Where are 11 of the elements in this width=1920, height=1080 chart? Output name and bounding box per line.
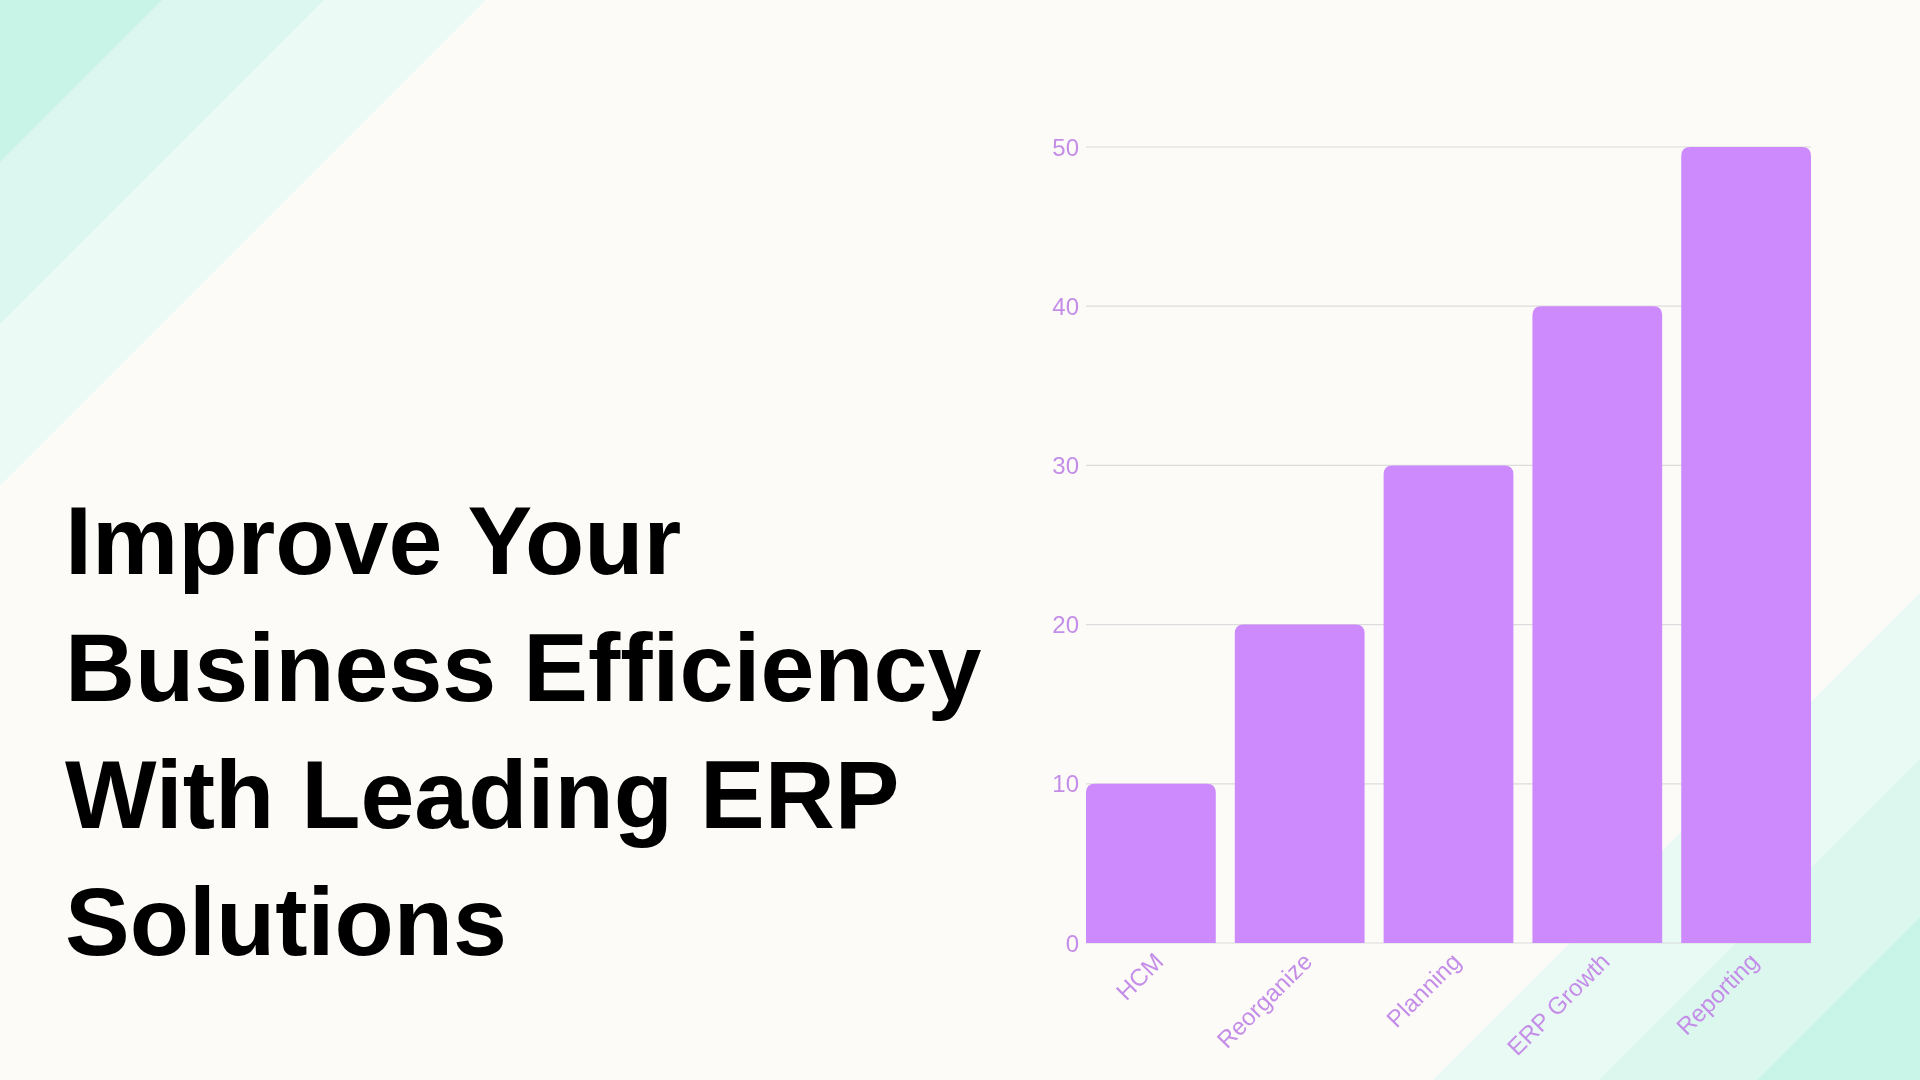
y-tick-label: 20 (1052, 611, 1079, 639)
y-tick-label: 40 (1052, 292, 1079, 320)
y-tick-label: 10 (1052, 770, 1079, 798)
bar (1532, 306, 1663, 943)
text: Improve Your Business Efficiency With Leading ERP Solutions (65, 486, 982, 976)
bar (1383, 465, 1514, 943)
bar (1234, 624, 1365, 943)
bar (1086, 783, 1216, 943)
y-tick-label: 30 (1052, 451, 1079, 479)
y-tick-label: 0 (1065, 929, 1079, 957)
y-tick-label: 50 (1052, 133, 1079, 161)
